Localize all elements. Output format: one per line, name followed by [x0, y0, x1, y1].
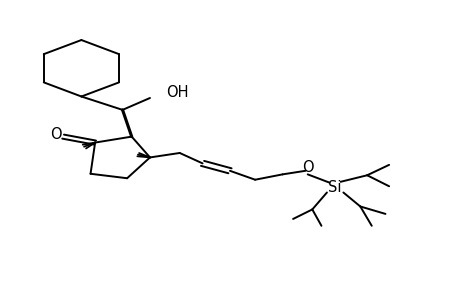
Text: O: O	[50, 127, 62, 142]
Text: Si: Si	[328, 180, 341, 195]
Text: O: O	[301, 160, 313, 175]
Text: OH: OH	[166, 85, 188, 100]
